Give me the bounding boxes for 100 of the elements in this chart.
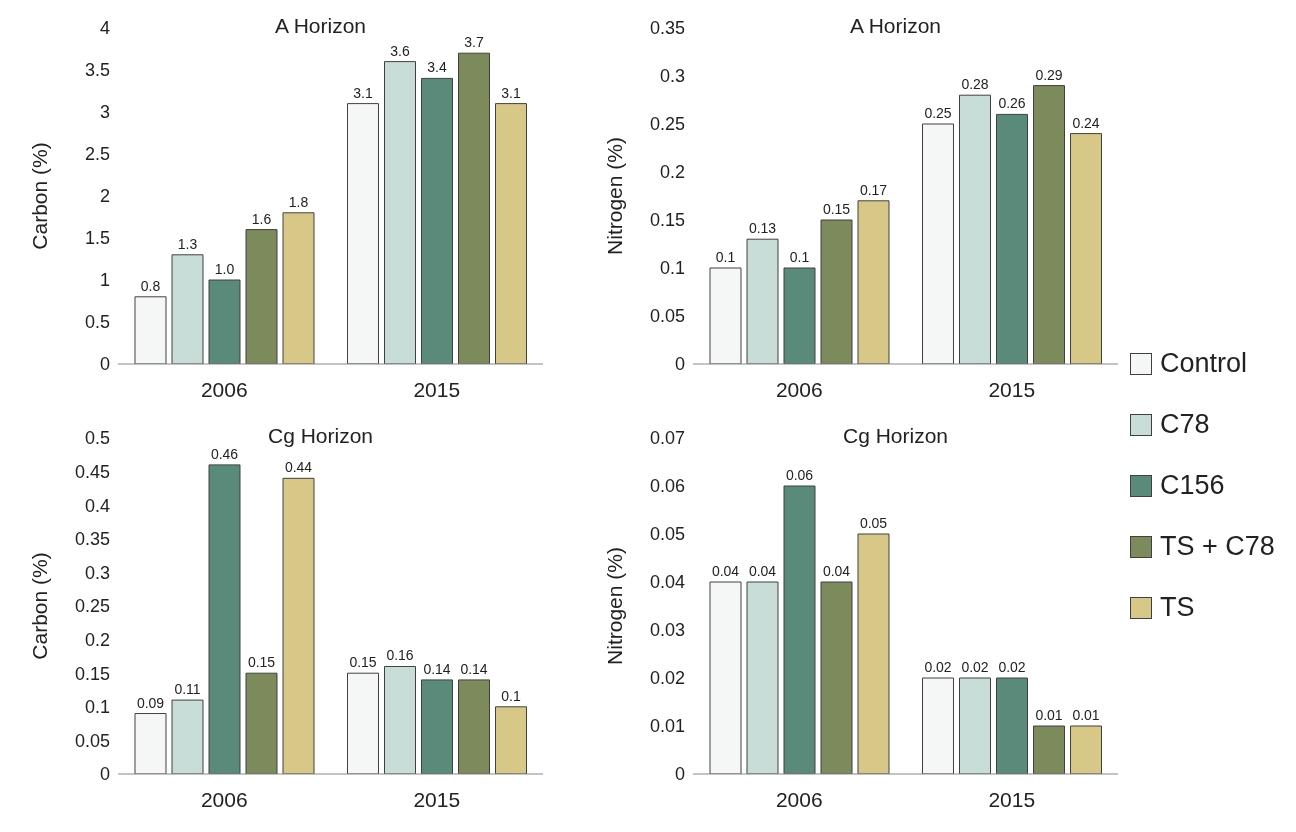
bar — [347, 672, 379, 774]
legend-label: C156 — [1160, 470, 1225, 501]
bar — [495, 706, 527, 774]
y-tick-label: 0.15 — [649, 210, 685, 231]
y-tick-label: 0 — [99, 354, 110, 375]
data-label: 0.1 — [789, 249, 810, 265]
bar — [783, 485, 816, 774]
bar — [421, 679, 453, 774]
x-tick-label: 2015 — [988, 787, 1036, 811]
data-label: 0.1 — [501, 687, 521, 704]
y-tick-label: 0.05 — [649, 306, 685, 327]
bar — [495, 103, 527, 364]
bar — [208, 464, 241, 774]
y-tick-label: 0.15 — [74, 663, 110, 684]
bar — [709, 581, 742, 774]
bar — [1070, 725, 1102, 774]
data-label: 0.06 — [785, 467, 814, 483]
y-tick-label: 0.2 — [659, 162, 685, 183]
y-tick-label: 0.05 — [74, 730, 110, 751]
data-label: 3.1 — [501, 84, 521, 101]
data-label: 0.16 — [386, 647, 414, 664]
data-label: 0.09 — [136, 694, 165, 711]
data-label: 0.25 — [924, 105, 952, 121]
y-tick-label: 0 — [674, 764, 685, 785]
data-label: 0.11 — [174, 681, 201, 698]
y-tick-label: 0.02 — [649, 668, 685, 689]
y-tick-label: 0.3 — [84, 562, 110, 583]
legend-label: TS — [1160, 592, 1195, 623]
y-tick-label: 0.06 — [649, 476, 685, 497]
y-tick-label: 0.1 — [659, 258, 685, 279]
data-label: 0.01 — [1072, 707, 1100, 723]
y-tick-label: 0.25 — [74, 596, 110, 617]
bar — [134, 296, 167, 364]
bar — [959, 677, 991, 774]
y-tick-label: 0.45 — [74, 461, 110, 482]
data-label: 0.29 — [1035, 66, 1063, 83]
data-label: 0.15 — [822, 201, 851, 217]
y-tick-label: 0.5 — [84, 312, 110, 333]
y-axis-title: Carbon (%) — [28, 142, 52, 250]
x-tick-label: 2015 — [413, 787, 461, 811]
bar — [746, 581, 779, 774]
bar — [208, 279, 241, 364]
bar — [746, 238, 779, 364]
bar — [347, 103, 379, 364]
y-tick-label: 0.07 — [649, 428, 685, 449]
data-label: 0.04 — [711, 563, 740, 579]
bar — [922, 123, 954, 364]
x-tick-label: 2006 — [775, 787, 823, 811]
y-tick-label: 0 — [674, 354, 685, 375]
chart-title: A Horizon — [274, 14, 367, 37]
data-label: 0.17 — [859, 181, 888, 198]
chart-title: Cg Horizon — [842, 424, 949, 447]
y-tick-label: 2.5 — [84, 144, 110, 165]
x-tick-label: 2006 — [200, 377, 248, 401]
y-tick-label: 3.5 — [84, 60, 110, 81]
data-label: 0.14 — [460, 660, 488, 677]
bar — [458, 679, 490, 774]
data-label: 0.26 — [998, 95, 1026, 112]
y-tick-label: 0.3 — [659, 66, 685, 87]
data-label: 0.04 — [748, 563, 777, 579]
bar — [421, 77, 453, 364]
x-tick-label: 2006 — [775, 377, 823, 401]
data-label: 0.8 — [140, 277, 161, 294]
y-tick-label: 0 — [99, 764, 110, 785]
y-axis-title: Nitrogen (%) — [603, 547, 627, 665]
data-label: 0.24 — [1072, 114, 1100, 131]
data-label: 0.01 — [1035, 707, 1063, 723]
data-label: 1.6 — [251, 210, 272, 227]
chart-title: Cg Horizon — [267, 424, 374, 447]
bar — [171, 699, 204, 774]
y-axis-title: Carbon (%) — [28, 552, 52, 660]
data-label: 0.02 — [961, 659, 989, 675]
bar — [820, 219, 853, 364]
bar — [820, 581, 853, 774]
bar — [245, 229, 278, 364]
bar — [282, 212, 315, 364]
bar — [922, 677, 954, 774]
data-label: 0.02 — [998, 659, 1026, 675]
bar — [458, 52, 490, 364]
y-tick-label: 1.5 — [84, 228, 110, 249]
bar — [384, 61, 416, 364]
bar — [245, 672, 278, 774]
bar — [1033, 85, 1065, 364]
data-label: 0.04 — [822, 563, 851, 579]
y-tick-label: 1 — [99, 270, 110, 291]
x-tick-label: 2006 — [200, 787, 248, 811]
bar — [134, 713, 167, 774]
legend-label: C78 — [1160, 409, 1210, 440]
legend-label: Control — [1160, 348, 1248, 379]
data-label: 0.44 — [284, 459, 313, 476]
y-tick-label: 4 — [99, 18, 110, 39]
data-label: 1.8 — [288, 193, 309, 210]
bar — [1033, 725, 1065, 774]
bar — [1070, 133, 1102, 364]
y-tick-label: 0.25 — [649, 114, 685, 135]
bar — [709, 267, 742, 364]
data-label: 0.28 — [961, 76, 989, 93]
data-label: 0.02 — [924, 659, 952, 675]
bar — [996, 677, 1028, 774]
y-tick-label: 0.03 — [649, 620, 685, 641]
